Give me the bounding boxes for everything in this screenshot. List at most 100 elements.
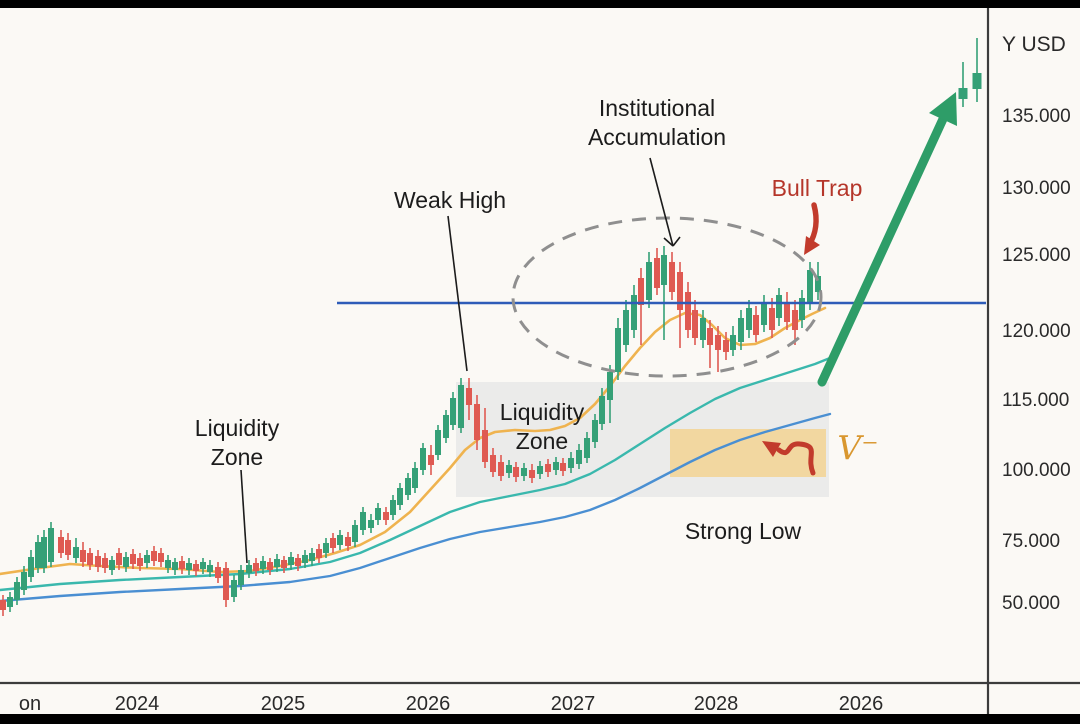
candle-body [799, 298, 805, 320]
candle-body [48, 528, 54, 562]
candle-body [753, 315, 759, 335]
candle-body [730, 335, 736, 350]
liquidity-zone-mid-label: Liquidity Zone [500, 398, 584, 456]
y-tick-label: 125.000 [1002, 245, 1071, 266]
annotation-pointer-line [240, 469, 248, 564]
candle-body [316, 549, 322, 558]
candle-body [158, 553, 164, 562]
y-tick-label: 135.000 [1002, 106, 1071, 127]
candle-body [958, 88, 968, 99]
candle-body [631, 295, 637, 330]
candle-body [784, 302, 790, 322]
institutional-label-line1: Institutional [598, 95, 716, 121]
candle-body [738, 318, 744, 342]
candle-body [654, 258, 660, 288]
candle-body [474, 404, 480, 440]
candle-body [0, 600, 6, 610]
candle-body [151, 551, 157, 561]
candle-body [599, 396, 605, 424]
v-minus-mark: V⁻ [837, 428, 879, 467]
candle-body [707, 328, 713, 345]
candle-body [116, 553, 122, 565]
pointer-arrowhead [672, 236, 681, 247]
candle-body [360, 512, 366, 530]
candle-body [412, 468, 418, 488]
candle-body [345, 537, 351, 546]
candle-body [646, 262, 652, 300]
y-tick-label: 75.000 [1002, 531, 1061, 552]
bull-trap-label: Bull Trap [771, 175, 863, 201]
candle-body [58, 537, 64, 553]
candle-body [700, 318, 706, 340]
candle-body [295, 558, 301, 566]
candle-body [529, 470, 535, 478]
candle-body [553, 462, 559, 470]
candle-body [677, 272, 683, 310]
candle-body [80, 550, 86, 562]
candle-body [260, 561, 266, 569]
candle-body [352, 525, 358, 542]
demand-arrowhead-icon [762, 441, 781, 457]
candle-body [592, 420, 598, 442]
liquidity-mid-line1: Liquidity [499, 399, 585, 425]
candle-body [238, 570, 244, 585]
candle-body [815, 276, 821, 292]
x-tick-label: 2025 [260, 693, 306, 715]
candle-body [715, 335, 721, 350]
candle-body [186, 563, 192, 570]
projection-arrow [817, 114, 948, 387]
demand-squiggle-arrow [776, 441, 816, 476]
candle-body [323, 543, 329, 553]
ma-line-slow [0, 412, 832, 603]
candle-body [28, 557, 34, 577]
candle-body [545, 464, 551, 472]
y-tick-label: 120.000 [1002, 321, 1071, 342]
candle-body [65, 540, 71, 555]
candle-body [521, 468, 527, 476]
candle-body [87, 553, 93, 565]
liquidity-left-line1: Liquidity [194, 415, 280, 441]
candle-body [685, 292, 691, 330]
candle-body [428, 455, 434, 465]
candle-body [246, 565, 252, 573]
candle-body [458, 385, 464, 428]
candle-body [568, 458, 574, 468]
pointer-arrowhead [663, 237, 674, 247]
candle-body [498, 462, 504, 476]
candle-body [776, 295, 782, 318]
candle-body [302, 555, 308, 563]
candle-body [215, 567, 221, 578]
liquidity-mid-line2: Zone [515, 428, 569, 454]
candle-body [450, 398, 456, 425]
candle-body [274, 559, 280, 567]
candle-body [368, 520, 374, 528]
candle-body [337, 535, 343, 545]
bull-trap-arrowhead-icon [804, 236, 820, 255]
candle-body [165, 560, 171, 568]
candle-body [330, 538, 336, 548]
y-tick-label: 100.000 [1002, 460, 1071, 481]
candle-body [130, 554, 136, 564]
candle-body [137, 558, 143, 566]
y-axis-title: Y USD [1002, 33, 1066, 56]
candle-body [123, 557, 129, 567]
candle-body [231, 580, 237, 597]
candle-body [482, 430, 488, 462]
candle-body [144, 555, 150, 563]
weak-high-label: Weak High [393, 187, 507, 213]
candle-body [397, 488, 403, 505]
candle-body [723, 340, 729, 352]
top-black-border [0, 0, 1080, 8]
candle-body [560, 463, 566, 471]
candle-body [41, 537, 47, 568]
candle-body [193, 564, 199, 571]
annotation-pointer-line [649, 157, 674, 247]
x-tick-label: 2026 [838, 693, 884, 715]
candle-body [109, 560, 115, 570]
candle-body [420, 448, 426, 470]
candle-body [972, 73, 982, 89]
bottom-black-border [0, 714, 1080, 724]
institutional-label-line2: Accumulation [587, 124, 727, 150]
